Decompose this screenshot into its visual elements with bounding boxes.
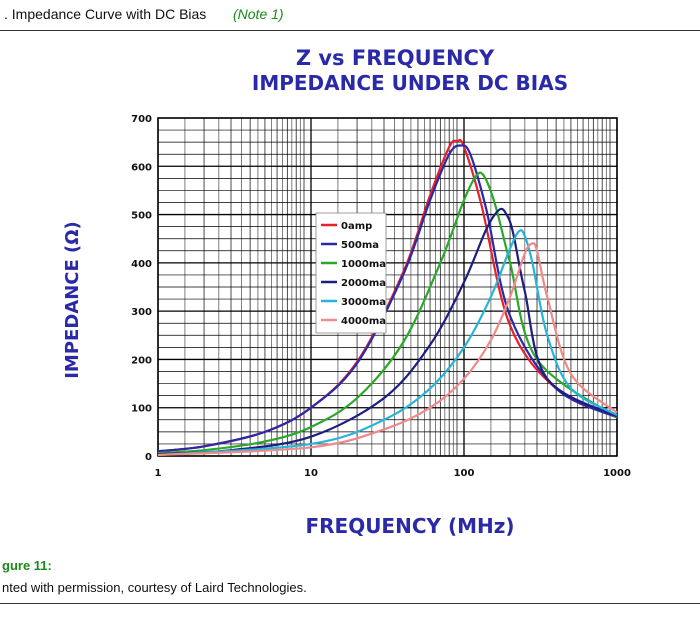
chart-subtitle: IMPEDANCE UNDER DC BIAS (252, 71, 568, 95)
footer-divider (0, 603, 700, 604)
y-tick-label: 500 (131, 211, 152, 222)
grid (157, 117, 618, 457)
chart-title: Z vs FREQUENCY (296, 46, 495, 70)
legend-box (315, 212, 387, 334)
chart-container: Z vs FREQUENCY IMPEDANCE UNDER DC BIAS F… (0, 30, 700, 560)
series-line-1000ma (157, 171, 618, 455)
legend: 0amp 500ma 1000ma 2000ma 3000ma 4000ma (315, 212, 387, 334)
figure-header: . Impedance Curve with DC Bias (Note 1) (0, 0, 700, 31)
y-tick-label: 100 (131, 404, 152, 415)
x-tick-label: 1000 (603, 468, 631, 479)
figure-note-link[interactable]: (Note 1) (233, 6, 284, 22)
y-tick-label: 400 (131, 259, 152, 270)
legend-label: 1000ma (341, 259, 386, 270)
x-tick-label: 1 (155, 468, 162, 479)
y-tick-label: 600 (131, 162, 152, 173)
x-tick-label: 10 (304, 468, 318, 479)
y-tick-label: 700 (131, 114, 152, 125)
series-line-3000ma (157, 229, 618, 457)
legend-label: 500ma (341, 240, 379, 251)
x-tick-label: 100 (454, 468, 475, 479)
y-tick-label: 300 (131, 307, 152, 318)
y-axis-label: IMPEDANCE (Ω) (62, 221, 83, 379)
series-line-500ma (157, 144, 618, 453)
figure-credit: nted with permission, courtesy of Laird … (2, 580, 307, 595)
y-tick-label: 0 (145, 452, 152, 463)
series-lines (157, 138, 618, 457)
x-axis-label: FREQUENCY (MHz) (305, 514, 514, 538)
impedance-chart: Z vs FREQUENCY IMPEDANCE UNDER DC BIAS F… (62, 46, 631, 538)
legend-label: 2000ma (341, 278, 386, 289)
figure-title: . Impedance Curve with DC Bias (4, 6, 207, 22)
legend-label: 3000ma (341, 297, 386, 308)
figure-caption: gure 11: nted with permission, courtesy … (0, 558, 700, 598)
legend-label: 4000ma (341, 316, 386, 327)
series-line-4000ma (157, 242, 618, 457)
figure-label: gure 11: (2, 558, 52, 573)
series-line-2000ma (157, 207, 618, 456)
y-tick-label: 200 (131, 355, 152, 366)
legend-label: 0amp (341, 221, 372, 232)
tick-labels: 0 100 200 300 400 500 600 700 1 10 100 1000 (131, 114, 631, 479)
